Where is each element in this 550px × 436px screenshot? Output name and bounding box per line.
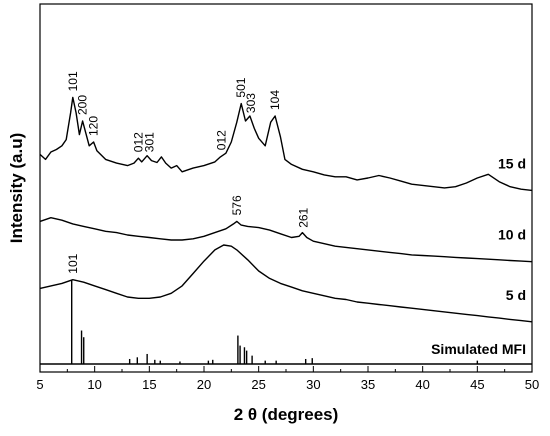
peak-label-012: 012: [215, 130, 229, 150]
peak-label-104: 104: [268, 90, 282, 110]
x-tick-label-50: 50: [525, 377, 539, 392]
x-tick-label-40: 40: [415, 377, 429, 392]
x-tick-label-30: 30: [306, 377, 320, 392]
peak-label-120: 120: [87, 116, 101, 136]
series-label-simulated-mfi: Simulated MFI: [431, 341, 526, 357]
x-tick-label-25: 25: [251, 377, 265, 392]
peak-label-501: 501: [234, 77, 248, 97]
series-label-15-d: 15 d: [498, 155, 526, 171]
series-label-5-d: 5 d: [506, 287, 526, 303]
peak-label-261: 261: [297, 207, 311, 227]
peak-label-101: 101: [66, 253, 80, 273]
x-tick-label-10: 10: [87, 377, 101, 392]
series-line-15-d: [39, 96, 533, 192]
y-axis-title: Intensity (a.u): [7, 133, 26, 244]
peak-label-101: 101: [66, 71, 80, 91]
series-line-10-d: [39, 217, 533, 263]
peak-label-200: 200: [76, 95, 90, 115]
x-tick-label-35: 35: [361, 377, 375, 392]
peak-label-012: 012: [131, 132, 145, 152]
x-tick-label-45: 45: [470, 377, 484, 392]
peak-label-303: 303: [244, 93, 258, 113]
x-tick-label-20: 20: [197, 377, 211, 392]
peak-label-301: 301: [142, 132, 156, 152]
x-axis: 5 10 15 20 25 30 35 40 45 50: [36, 366, 539, 392]
x-tick-label-5: 5: [36, 377, 43, 392]
plot-frame: [39, 3, 533, 373]
peak-label-576: 576: [230, 195, 244, 215]
x-axis-title: 2 θ (degrees): [234, 405, 339, 424]
x-tick-label-15: 15: [142, 377, 156, 392]
series-label-10-d: 10 d: [498, 227, 526, 243]
series-line-5-d: [39, 244, 533, 323]
